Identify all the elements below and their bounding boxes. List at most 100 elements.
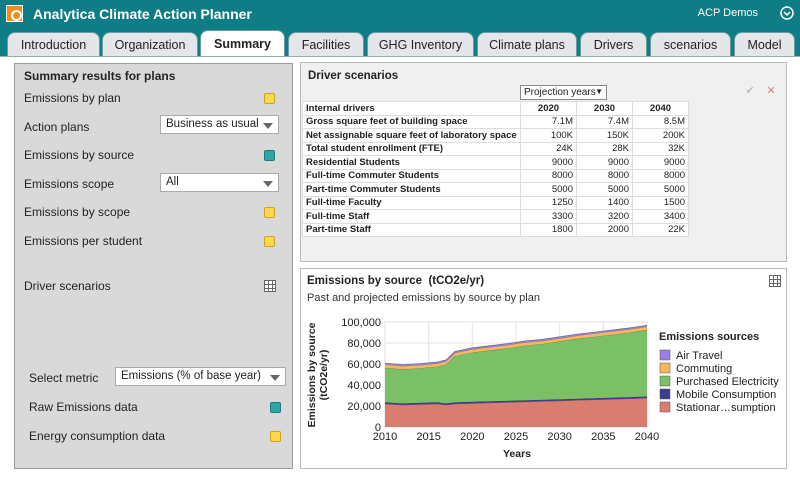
table-row: Total student enrollment (FTE) 24K 28K 32K (302, 141, 689, 156)
table-row: Full-time Faculty 1250 1400 1500 (302, 195, 689, 210)
emissions-title: Emissions by source (307, 275, 423, 287)
driver-scenarios-label: Driver scenarios (24, 279, 111, 293)
table-row: Full-time Staff 3300 3200 3400 (302, 209, 689, 224)
table-cell[interactable]: 8000 (520, 168, 577, 183)
tab-scenarios[interactable]: scenarios (650, 32, 731, 56)
table-cell[interactable]: 22K (632, 222, 689, 237)
table-cell[interactable]: 5000 (520, 182, 577, 197)
emissions-per-student-button[interactable] (264, 236, 275, 247)
table-cell[interactable]: 3300 (520, 209, 577, 224)
chevron-down-icon (263, 123, 273, 129)
table-cell[interactable]: 5000 (632, 182, 689, 197)
table-cell[interactable]: 9000 (632, 155, 689, 170)
app-title: Analytica Climate Action Planner (33, 5, 252, 22)
tab-summary[interactable]: Summary (200, 30, 285, 57)
emissions-scope-select[interactable]: All (160, 173, 279, 192)
table-cell[interactable]: 8000 (632, 168, 689, 183)
table-grid-icon[interactable] (264, 280, 276, 292)
table-cell[interactable]: 150K (576, 128, 633, 143)
x-axis-title: Years (503, 448, 531, 460)
chevron-down-icon (270, 375, 280, 381)
row-label: Part-time Staff (302, 222, 521, 237)
table-cell[interactable]: 200K (632, 128, 689, 143)
table-cell[interactable]: 24K (520, 141, 577, 156)
table-cell[interactable]: 28K (576, 141, 633, 156)
table-cell[interactable]: 100K (520, 128, 577, 143)
table-grid-icon[interactable] (769, 275, 781, 287)
table-cell[interactable]: 7.4M (576, 114, 633, 129)
legend-swatch (659, 362, 671, 374)
table-row: Full-time Commuter Students 8000 8000 8000 (302, 168, 689, 183)
x-tick-label: 2035 (591, 431, 615, 443)
emissions-by-plan-button[interactable] (264, 93, 275, 104)
row-label: Total student enrollment (FTE) (302, 141, 521, 156)
tab-facilities[interactable]: Facilities (288, 32, 364, 56)
table-cell[interactable]: 2000 (576, 222, 633, 237)
legend-label: Purchased Electricity (676, 376, 779, 388)
y-tick-label: 100,000 (341, 317, 381, 329)
raw-emissions-data-button[interactable] (270, 402, 281, 413)
table-row: Part-time Staff 1800 2000 22K (302, 222, 689, 237)
tab-climate-plans[interactable]: Climate plans (477, 32, 577, 56)
emissions-units: (tCO2e/yr) (428, 275, 485, 287)
y-tick-label: 20,000 (347, 401, 381, 413)
drivers-corner-header: Internal drivers (302, 101, 521, 116)
table-cell[interactable]: 1250 (520, 195, 577, 210)
emissions-by-scope-button[interactable] (264, 207, 275, 218)
table-cell[interactable]: 1400 (576, 195, 633, 210)
emissions-scope-label: Emissions scope (24, 177, 115, 191)
emissions-by-source-label: Emissions by source (24, 148, 135, 162)
row-label: Part-time Commuter Students (302, 182, 521, 197)
emissions-area-chart: 0 20,000 40,000 60,000 80,000 100,000 2010 2015… (306, 317, 779, 460)
series-line (384, 324, 648, 365)
select-metric-select[interactable]: Emissions (% of base year) (115, 367, 286, 386)
accept-check-icon[interactable]: ✔ (745, 85, 755, 97)
emissions-by-source-button[interactable] (264, 150, 275, 161)
tab-drivers[interactable]: Drivers (580, 32, 647, 56)
column-header: 2030 (576, 101, 633, 116)
table-cell[interactable]: 9000 (576, 155, 633, 170)
user-name[interactable]: ACP Demos (697, 7, 758, 19)
table-cell[interactable]: 7.1M (520, 114, 577, 129)
y-tick-label: 80,000 (347, 338, 381, 350)
y-axis-title-line: (tCO2e/yr) (318, 350, 330, 401)
projection-years-select[interactable]: Projection years ▼ (520, 85, 607, 100)
tab-organization[interactable]: Organization (102, 32, 198, 56)
tab-introduction[interactable]: Introduction (7, 32, 100, 56)
tab-model[interactable]: Model (734, 32, 795, 56)
action-plans-select[interactable]: Business as usual (160, 115, 279, 134)
table-cell[interactable]: 5000 (576, 182, 633, 197)
area-stationar-sumption (385, 398, 647, 427)
table-cell[interactable]: 8000 (576, 168, 633, 183)
tab-ghg-inventory[interactable]: GHG Inventory (367, 32, 474, 56)
table-cell[interactable]: 3400 (632, 209, 689, 224)
action-plans-label: Action plans (24, 120, 90, 134)
emissions-panel-title: Emissions by source (tCO2e/yr) (307, 275, 484, 287)
chevron-down-icon (263, 181, 273, 187)
summary-panel: Summary results for plans Emissions by p… (14, 63, 293, 469)
emissions-by-scope-label: Emissions by scope (24, 205, 131, 219)
table-cell[interactable]: 1800 (520, 222, 577, 237)
row-label: Net assignable square feet of laboratory… (302, 128, 521, 143)
row-label: Gross square feet of building space (302, 114, 521, 129)
emissions-by-source-panel: Emissions by source (tCO2e/yr) Past and … (300, 268, 787, 469)
summary-panel-title: Summary results for plans (24, 69, 176, 83)
user-menu-chevron-icon[interactable] (780, 6, 794, 20)
driver-scenarios-title: Driver scenarios (308, 70, 399, 82)
x-tick-label: 2010 (373, 431, 397, 443)
energy-consumption-data-button[interactable] (270, 431, 281, 442)
table-cell[interactable]: 9000 (520, 155, 577, 170)
row-label: Full-time Commuter Students (302, 168, 521, 183)
table-cell[interactable]: 32K (632, 141, 689, 156)
table-cell[interactable]: 8.5M (632, 114, 689, 129)
legend-label: Stationar…sumption (676, 402, 776, 414)
select-metric-label: Select metric (29, 371, 99, 385)
table-cell[interactable]: 3200 (576, 209, 633, 224)
energy-consumption-data-label: Energy consumption data (29, 429, 166, 443)
emissions-by-plan-label: Emissions by plan (24, 91, 121, 105)
drivers-table: Internal drivers 2020 2030 2040 Gross sq… (302, 101, 689, 237)
x-tick-label: 2025 (504, 431, 528, 443)
row-label: Full-time Faculty (302, 195, 521, 210)
cancel-x-icon[interactable]: ✕ (766, 85, 776, 97)
table-cell[interactable]: 1500 (632, 195, 689, 210)
